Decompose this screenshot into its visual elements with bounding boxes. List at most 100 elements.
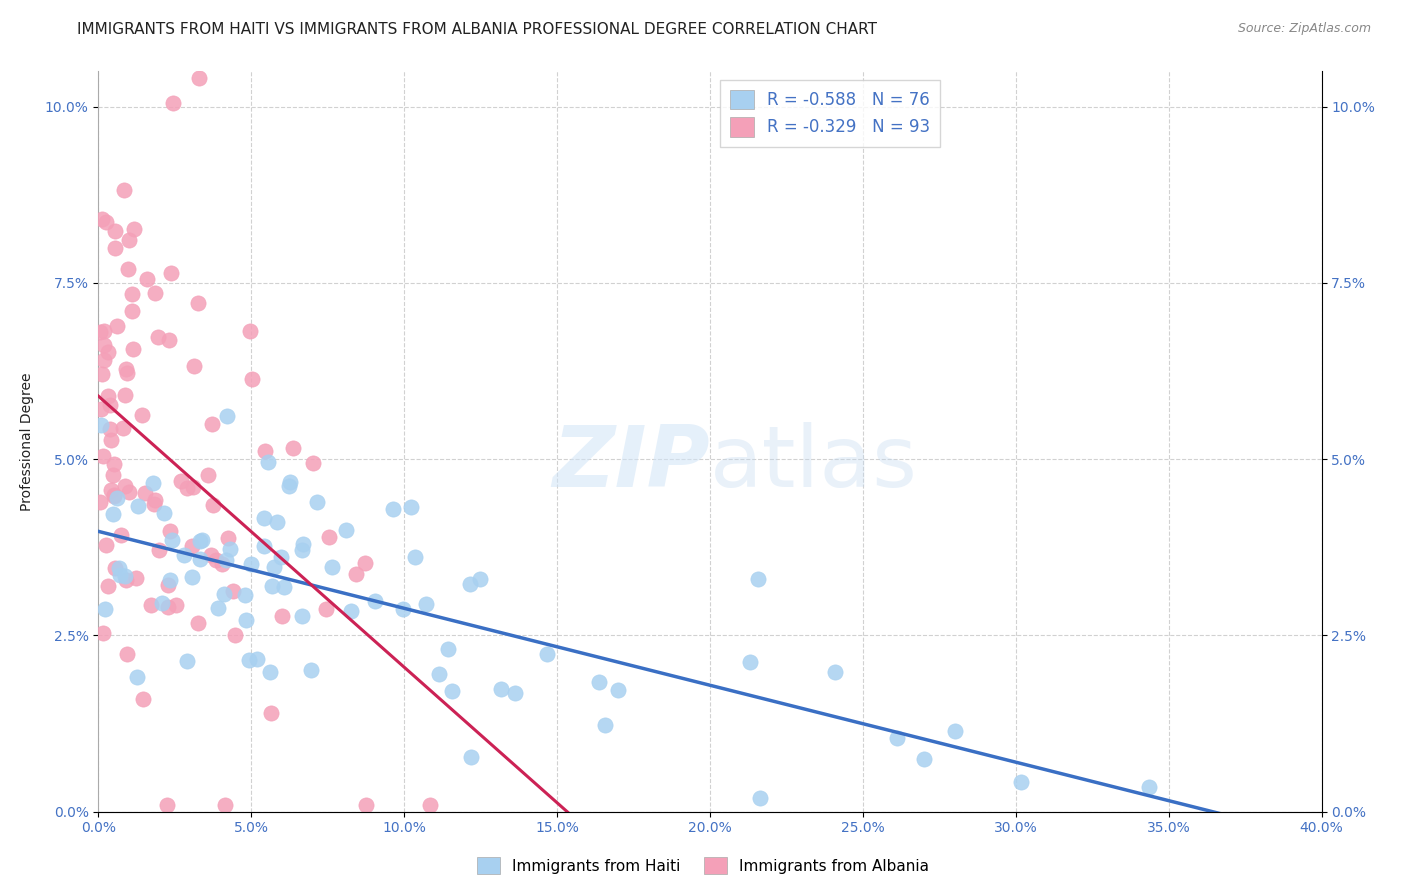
Point (315, 601, 337, 615)
Point (93, 338, 115, 352)
Point (110, 528, 132, 542)
Point (96, 215, 118, 229)
Point (299, 663, 322, 677)
Point (460, 749, 482, 764)
Point (201, 498, 224, 512)
Point (105, 319, 128, 334)
Point (307, 494, 329, 508)
Point (188, 552, 211, 566)
Point (356, 797, 378, 812)
Point (142, 497, 165, 511)
Point (943, 723, 966, 738)
Point (159, 573, 181, 587)
Point (94, 601, 117, 615)
Point (188, 71, 211, 86)
Point (187, 616, 209, 631)
Point (125, 571, 148, 585)
Point (103, 489, 125, 503)
Point (181, 479, 204, 493)
Point (127, 500, 149, 514)
Point (98, 422, 121, 436)
Point (101, 467, 124, 482)
Point (340, 604, 363, 618)
Point (200, 548, 222, 562)
Point (90, 417, 112, 432)
Point (259, 665, 281, 679)
Point (91, 626, 114, 640)
Point (415, 598, 437, 612)
Point (217, 531, 239, 545)
Point (91, 211, 114, 226)
Point (239, 324, 262, 338)
Point (104, 561, 127, 575)
Point (219, 542, 242, 557)
Point (278, 475, 301, 489)
Point (132, 692, 155, 706)
Point (260, 579, 283, 593)
Point (240, 557, 263, 571)
Point (176, 481, 198, 495)
Point (259, 706, 281, 721)
Point (748, 790, 770, 805)
Point (115, 366, 138, 380)
Point (157, 599, 180, 614)
Point (273, 580, 295, 594)
Text: Source: ZipAtlas.com: Source: ZipAtlas.com (1237, 22, 1371, 36)
Point (115, 361, 138, 376)
Point (740, 655, 762, 669)
Point (122, 342, 145, 356)
Point (205, 553, 228, 567)
Point (98, 398, 121, 412)
Point (222, 583, 245, 598)
Point (134, 486, 156, 500)
Point (364, 594, 387, 608)
Point (240, 372, 263, 386)
Y-axis label: Professional Degree: Professional Degree (20, 372, 34, 511)
Point (207, 601, 229, 615)
Point (238, 653, 260, 667)
Point (183, 359, 205, 374)
Point (321, 559, 343, 574)
Point (89, 494, 111, 508)
Point (606, 682, 628, 697)
Legend: Immigrants from Haiti, Immigrants from Albania: Immigrants from Haiti, Immigrants from A… (471, 851, 935, 880)
Point (235, 613, 257, 627)
Point (491, 681, 513, 696)
Text: atlas: atlas (710, 422, 918, 505)
Point (117, 233, 139, 247)
Point (156, 797, 179, 812)
Point (157, 578, 180, 592)
Point (112, 183, 135, 197)
Text: IMMIGRANTS FROM HAITI VS IMMIGRANTS FROM ALBANIA PROFESSIONAL DEGREE CORRELATION: IMMIGRANTS FROM HAITI VS IMMIGRANTS FROM… (77, 22, 877, 37)
Point (382, 501, 405, 516)
Point (118, 484, 141, 499)
Point (263, 559, 285, 574)
Point (91, 368, 114, 382)
Point (824, 665, 846, 679)
Point (105, 491, 128, 505)
Point (912, 752, 935, 766)
Point (170, 474, 193, 488)
Point (401, 500, 423, 515)
Point (224, 628, 246, 642)
Point (437, 642, 460, 657)
Point (256, 455, 278, 469)
Point (211, 557, 233, 571)
Point (162, 96, 184, 111)
Point (291, 536, 314, 550)
Point (100, 434, 122, 448)
Point (595, 718, 617, 732)
Point (115, 647, 138, 661)
Point (93, 352, 115, 367)
Point (139, 598, 162, 612)
Point (354, 556, 377, 570)
Legend: R = -0.588   N = 76, R = -0.329   N = 93: R = -0.588 N = 76, R = -0.329 N = 93 (720, 79, 941, 146)
Point (115, 573, 138, 587)
Point (344, 567, 367, 582)
Point (165, 598, 187, 612)
Point (142, 476, 165, 491)
Point (100, 483, 122, 497)
Point (460, 577, 482, 591)
Point (160, 533, 183, 547)
Point (97, 344, 120, 359)
